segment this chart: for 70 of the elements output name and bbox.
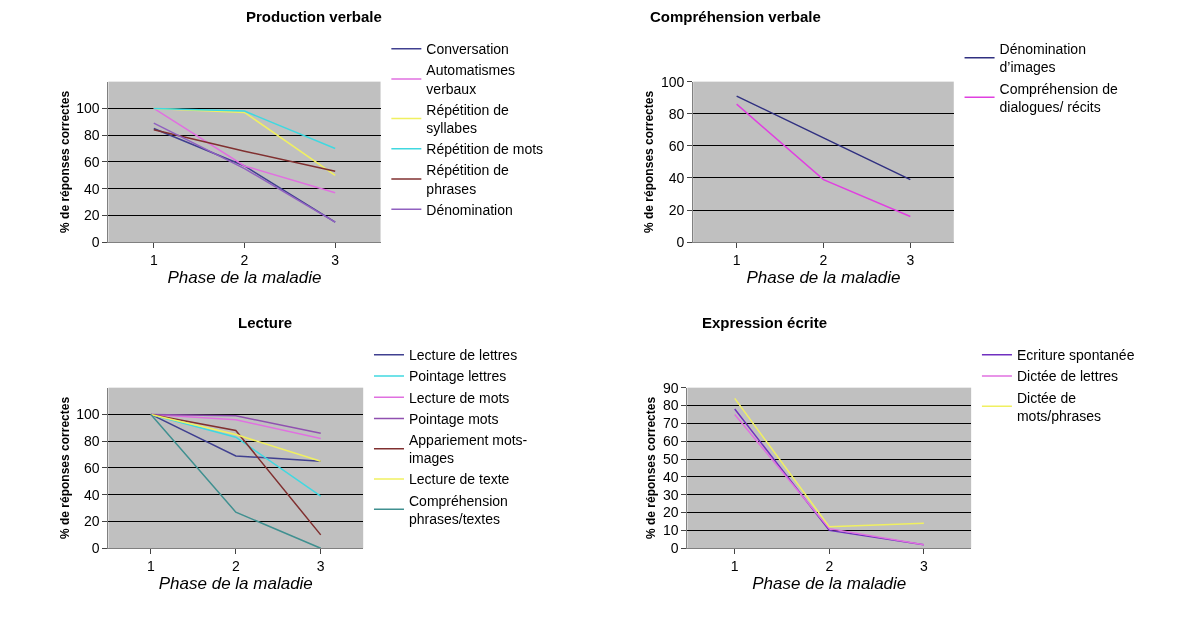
y-tick-label: 20 [84,207,100,224]
legend-label: Dénomination d’images [999,41,1086,76]
y-tick-label: 40 [84,486,100,503]
y-tick-label: 80 [84,127,100,144]
y-tick-label: 100 [661,73,685,90]
chart-title: Production verbale [246,8,382,25]
x-axis-title: Phase de la maladie [746,268,901,288]
y-tick-label: 50 [663,450,679,467]
legend-label: Compréhension de dialogues/ récits [999,80,1119,115]
legend-label: Compréhension phrases/textes [408,492,508,527]
x-tick-label: 2 [819,252,828,269]
y-tick-label: 60 [663,433,679,450]
chart-title: Lecture [238,314,293,331]
x-tick-label: 3 [919,558,928,575]
legend-label: Dictée de lettres [1016,368,1119,385]
x-tick-label: 3 [331,252,340,269]
y-tick-label: 30 [663,486,679,503]
y-axis-title: % de réponses correctes [57,396,72,539]
x-axis-title: Phase de la maladie [752,574,907,594]
y-tick-label: 70 [663,415,679,432]
legend-label: Dictée de mots/phrases [1016,389,1101,424]
y-axis-title: % de réponses correctes [644,396,659,539]
legend-label: Lecture de texte [408,471,510,488]
x-tick-label: 3 [316,558,325,575]
y-tick-label: 80 [668,105,685,122]
y-tick-label: 40 [668,169,685,186]
chart-title: Expression écrite [702,314,828,331]
x-tick-label: 2 [825,558,834,575]
x-tick-label: 1 [146,558,155,575]
x-tick-label: 2 [240,252,249,269]
legend-label: Appariement mots-images [408,432,528,467]
x-tick-label: 1 [732,252,741,269]
y-tick-label: 60 [668,137,685,154]
chart-title: Compréhension verbale [650,8,821,25]
y-tick-label: 100 [76,406,100,423]
y-tick-label: 0 [91,234,100,251]
y-tick-label: 20 [668,202,685,218]
y-tick-label: 100 [76,100,100,117]
x-axis-title: Phase de la maladie [167,268,322,288]
legend-label: Conversation [426,41,509,58]
y-tick-label: 20 [663,504,679,521]
legend-label: Répétition de phrases [426,162,510,197]
y-tick-label: 0 [676,234,685,251]
legend-label: Ecriture spontanée [1016,347,1135,364]
y-tick-label: 40 [663,468,679,485]
legend-label: Répétition de syllabes [426,101,510,137]
legend-label: Pointage mots [408,410,499,427]
y-tick-label: 0 [670,540,679,557]
y-tick-label: 20 [84,513,100,530]
x-axis-title: Phase de la maladie [158,574,313,594]
y-tick-label: 90 [663,379,679,396]
y-tick-label: 0 [91,540,100,557]
legend-label: Lecture de lettres [408,347,518,364]
y-axis-title: % de réponses correctes [642,90,657,233]
legend-label: Dénomination [426,201,513,218]
legend-label: Lecture de mots [408,389,510,406]
y-axis-title: % de réponses correctes [57,90,72,233]
y-tick-label: 80 [663,397,679,414]
y-tick-label: 40 [84,180,100,197]
y-tick-label: 60 [84,153,100,170]
x-tick-label: 1 [149,252,158,269]
y-tick-label: 10 [663,522,679,539]
x-tick-label: 1 [730,558,739,575]
legend-label: Pointage lettres [408,368,507,385]
x-tick-label: 3 [906,252,915,269]
x-tick-label: 2 [231,558,240,575]
y-tick-label: 60 [84,459,100,476]
y-tick-label: 80 [84,433,100,450]
legend-label: Répétition de mots [426,141,544,158]
legend-label: Automatismes verbaux [426,62,516,97]
